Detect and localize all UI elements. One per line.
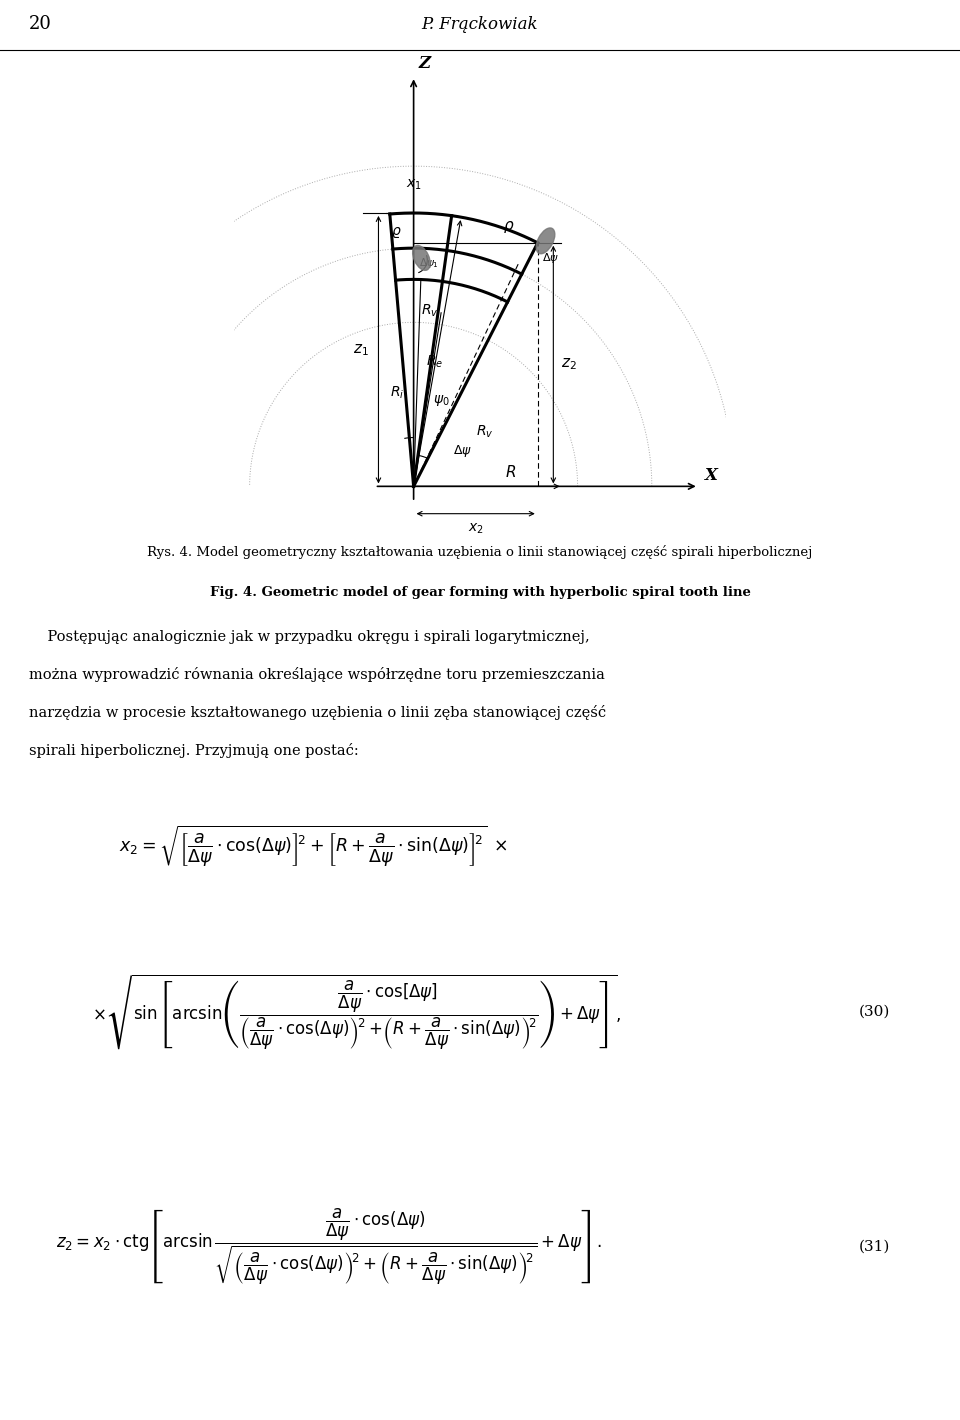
Text: $x_2 = \sqrt{\left[\dfrac{a}{\Delta\psi}\cdot\cos(\Delta\psi)\right]^{\!2}+ \lef: $x_2 = \sqrt{\left[\dfrac{a}{\Delta\psi}… [119, 824, 507, 869]
Text: $\rho$: $\rho$ [503, 219, 515, 236]
Text: Postępując analogicznie jak w przypadku okręgu i spirali logarytmicznej,: Postępując analogicznie jak w przypadku … [29, 629, 589, 643]
Ellipse shape [537, 229, 555, 254]
Text: Rys. 4. Model geometryczny kształtowania uzębienia o linii stanowiącej część spi: Rys. 4. Model geometryczny kształtowania… [147, 545, 813, 558]
Text: $x_1$: $x_1$ [406, 178, 421, 192]
Text: $R_e$: $R_e$ [426, 354, 443, 371]
Text: $z_2 = x_2\cdot\mathrm{ctg}\!\left[\arcsin\dfrac{\;\dfrac{a}{\Delta\psi}\cdot\co: $z_2 = x_2\cdot\mathrm{ctg}\!\left[\arcs… [56, 1207, 602, 1288]
Text: można wyprowadzić równania określające współrzędne toru przemieszczania: można wyprowadzić równania określające w… [29, 667, 605, 683]
Text: 20: 20 [29, 16, 52, 33]
Text: (31): (31) [859, 1240, 891, 1254]
Ellipse shape [413, 246, 430, 270]
Text: P. Frąckowiak: P. Frąckowiak [421, 16, 539, 33]
Text: $\varrho$: $\varrho$ [392, 224, 402, 240]
Text: Z: Z [419, 55, 430, 72]
Text: $z_2$: $z_2$ [562, 356, 577, 372]
Text: $\psi_0$: $\psi_0$ [433, 393, 450, 408]
Text: $\Delta\psi_1$: $\Delta\psi_1$ [420, 256, 440, 270]
Text: $z_1$: $z_1$ [353, 342, 369, 358]
Text: $x_2$: $x_2$ [468, 521, 484, 535]
Text: $R_i$: $R_i$ [390, 385, 404, 402]
Text: spirali hiperbolicznej. Przyjmują one postać:: spirali hiperbolicznej. Przyjmują one po… [29, 743, 358, 758]
Text: (30): (30) [859, 1005, 891, 1020]
Text: $\Delta\psi$: $\Delta\psi$ [541, 250, 559, 264]
Text: X: X [705, 467, 717, 484]
Text: $\Delta\psi$: $\Delta\psi$ [453, 443, 471, 459]
Text: $R_v$: $R_v$ [476, 423, 493, 440]
Text: $R$: $R$ [505, 464, 516, 480]
Text: $\times\sqrt{\sin\!\left[\arcsin\!\left(\dfrac{\;\dfrac{a}{\Delta\psi}\cdot\cos[: $\times\sqrt{\sin\!\left[\arcsin\!\left(… [92, 973, 621, 1052]
Text: narzędzia w procesie kształtowanego uzębienia o linii zęba stanowiącej część: narzędzia w procesie kształtowanego uzęb… [29, 706, 606, 720]
Text: $R_v$: $R_v$ [421, 302, 439, 320]
Text: Fig. 4. Geometric model of gear forming with hyperbolic spiral tooth line: Fig. 4. Geometric model of gear forming … [209, 586, 751, 599]
